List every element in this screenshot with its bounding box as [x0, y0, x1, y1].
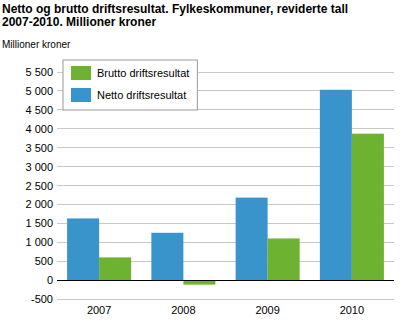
title: Netto og brutto driftsresultat. Fylkesko… [2, 2, 348, 29]
bar [67, 218, 99, 280]
legend-label: Netto driftsresultat [97, 89, 186, 101]
baseline [57, 280, 394, 281]
x-tick-label: 2010 [340, 304, 364, 316]
y-tick-label: 0 [47, 274, 53, 286]
bar [99, 257, 131, 280]
x-tick-label: 2009 [255, 304, 279, 316]
legend-swatch [71, 88, 91, 102]
legend-label: Brutto driftsresultat [97, 67, 189, 79]
y-tick-label: 1 500 [25, 217, 53, 229]
legend-swatch [71, 66, 91, 80]
x-tick-label: 2007 [87, 304, 111, 316]
y-tick-label: 2 500 [25, 180, 53, 192]
y-tick-label: 500 [35, 255, 53, 267]
bar [151, 233, 183, 280]
bar [352, 134, 384, 280]
bar [236, 198, 268, 280]
bar [320, 90, 352, 280]
zero-line [57, 280, 394, 281]
y-tick-label: 3 000 [25, 161, 53, 173]
y-tick-label: -500 [31, 293, 53, 305]
y-tick-label: 2 000 [25, 198, 53, 210]
chart: Netto og brutto driftsresultat. Fylkesko… [0, 0, 400, 320]
y-axis-label: Millioner kroner [2, 39, 71, 50]
bar [183, 280, 215, 285]
y-tick-label: 5 000 [25, 85, 53, 97]
y-tick-label: 1 000 [25, 236, 53, 248]
bar [268, 238, 300, 280]
grid-line [57, 299, 394, 300]
y-tick-label: 5 500 [25, 66, 53, 78]
bars [67, 90, 384, 285]
legend-box [63, 60, 197, 110]
y-tick-label: 4 000 [25, 123, 53, 135]
x-tick-label: 2008 [171, 304, 195, 316]
y-tick-label: 3 500 [25, 142, 53, 154]
legend: Brutto driftsresultat Netto driftsresulta… [63, 60, 197, 110]
y-tick-label: 4 500 [25, 104, 53, 116]
